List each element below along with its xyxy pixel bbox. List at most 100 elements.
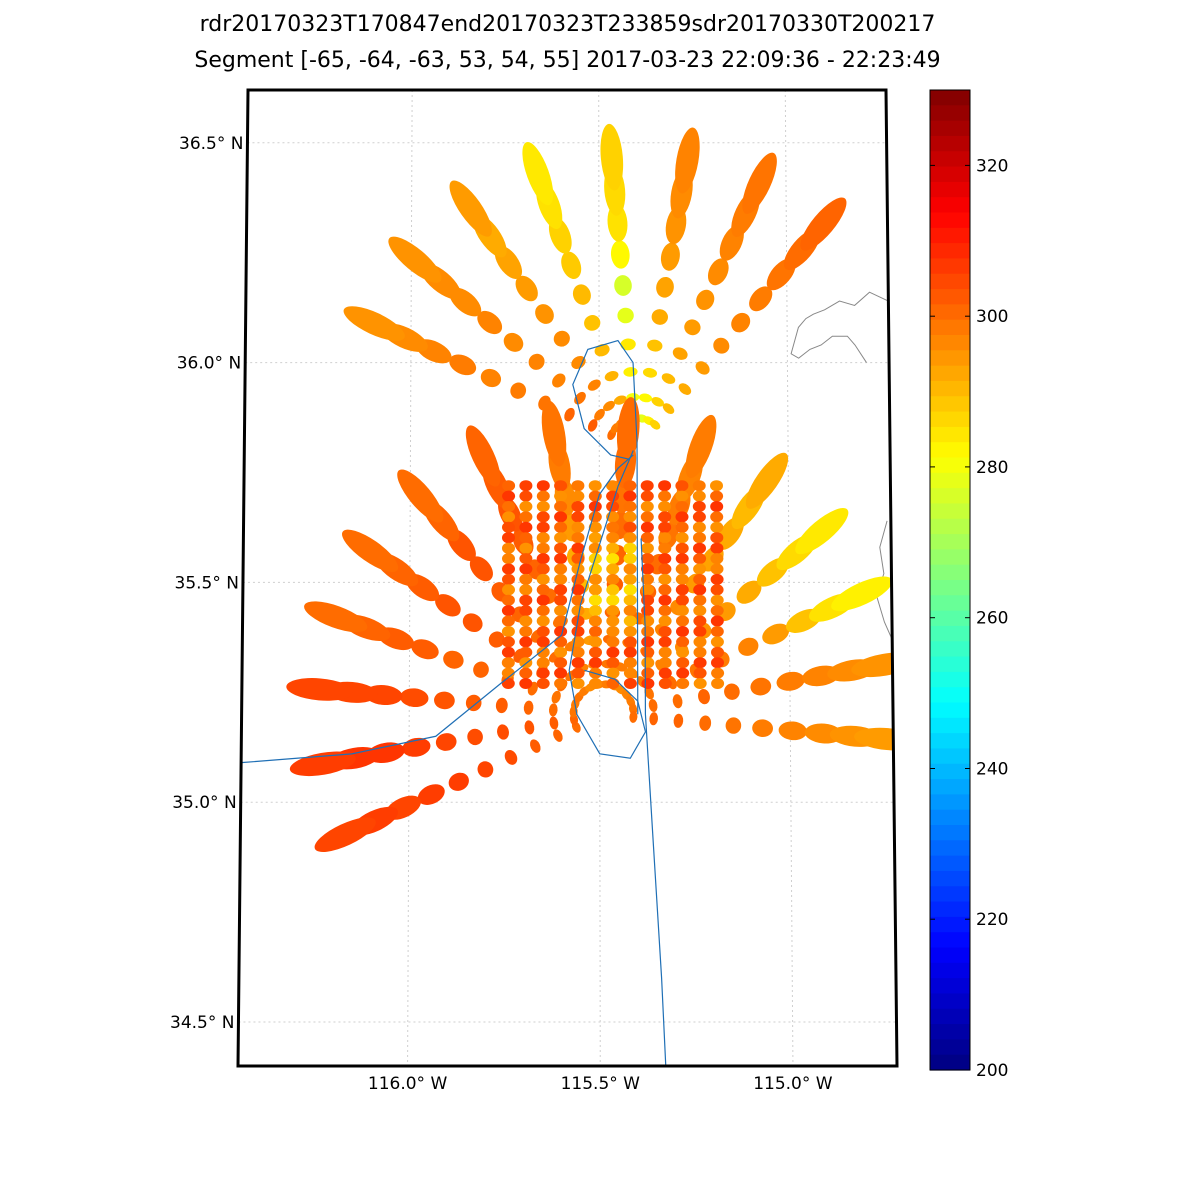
data-point [641, 657, 655, 669]
colorbar-segment [930, 120, 970, 137]
data-point [696, 289, 715, 311]
data-point [642, 367, 658, 378]
data-point [647, 339, 663, 352]
data-point [710, 490, 724, 502]
data-point [501, 646, 515, 658]
data-point [658, 480, 672, 492]
data-point [536, 667, 550, 679]
data-point [641, 584, 655, 596]
data-point [620, 338, 636, 351]
colorbar-segment [930, 901, 970, 918]
data-point [400, 688, 429, 708]
colorbar-segment [930, 763, 970, 780]
data-point [623, 573, 637, 585]
data-point [710, 636, 724, 648]
data-point [641, 563, 654, 575]
data-point [693, 532, 706, 544]
data-point [656, 276, 674, 298]
data-point [851, 652, 897, 678]
coastline [790, 291, 889, 363]
data-point [589, 678, 602, 689]
data-point [724, 683, 740, 700]
colorbar-segment [930, 610, 970, 627]
data-point [623, 553, 637, 565]
flight-track [241, 454, 634, 764]
data-point [640, 532, 654, 544]
colorbar-tick-label: 200 [976, 1061, 1008, 1081]
y-tick-label: 35.0° N [172, 793, 236, 813]
data-point [588, 615, 602, 627]
colorbar-segment [930, 825, 970, 841]
data-point [571, 678, 585, 689]
data-point [707, 258, 729, 286]
colorbar-segment [930, 978, 970, 995]
data-point [572, 284, 591, 305]
colorbar-segment [930, 748, 970, 765]
data-point [536, 584, 550, 596]
data-point [477, 310, 503, 335]
data-point [588, 532, 602, 544]
data-point [606, 667, 620, 679]
data-point [675, 127, 700, 194]
data-point [676, 646, 690, 658]
data-point [600, 123, 624, 191]
colorbar-tick-label: 300 [976, 307, 1008, 327]
data-point [588, 605, 602, 617]
data-point [465, 425, 501, 487]
data-point [649, 712, 659, 726]
data-point [571, 646, 585, 658]
data-point [571, 355, 586, 370]
data-point [658, 646, 672, 658]
data-point [675, 511, 689, 523]
colorbar-segment [930, 151, 970, 168]
data-point [536, 553, 550, 565]
data-point [692, 490, 706, 502]
data-point [693, 657, 707, 669]
data-point [676, 678, 690, 689]
data-point [571, 501, 585, 512]
data-point [640, 501, 654, 512]
data-point [710, 511, 724, 523]
data-point [519, 490, 533, 502]
data-point [640, 521, 654, 533]
data-point [554, 521, 568, 533]
data-point [623, 521, 637, 533]
data-point [606, 563, 620, 575]
data-point [606, 646, 620, 658]
data-point [502, 490, 516, 502]
colorbar-segment [930, 273, 970, 290]
data-point [623, 657, 637, 669]
colorbar-segment [930, 518, 970, 535]
data-point [519, 553, 533, 565]
colorbar-segment [930, 304, 970, 321]
data-point [617, 307, 634, 324]
colorbar-segment [930, 243, 970, 260]
data-point [623, 563, 637, 575]
data-point [501, 615, 515, 627]
data-point [710, 605, 724, 617]
data-point [519, 563, 533, 575]
colorbar-segment [930, 1008, 970, 1025]
data-point [536, 573, 550, 585]
data-point [571, 521, 585, 533]
data-point [641, 615, 655, 627]
colorbar-segment [930, 625, 970, 642]
chart-subtitle: Segment [-65, -64, -63, 53, 54, 55] 2017… [194, 48, 941, 73]
data-point [587, 419, 598, 432]
colorbar-segment [930, 794, 970, 811]
colorbar-segment [930, 442, 970, 459]
data-point [536, 594, 550, 606]
data-point [710, 521, 724, 533]
data-point [623, 636, 637, 648]
colorbar-segment [930, 840, 970, 857]
colorbar-segment [930, 549, 970, 566]
data-point [752, 719, 773, 738]
colorbar-segment [930, 380, 970, 397]
data-point [504, 749, 518, 765]
data-point [675, 553, 689, 565]
data-point [536, 521, 550, 533]
data-point [488, 631, 505, 648]
data-point [584, 315, 601, 331]
data-point [501, 667, 515, 679]
colorbar-segment [930, 1054, 970, 1071]
